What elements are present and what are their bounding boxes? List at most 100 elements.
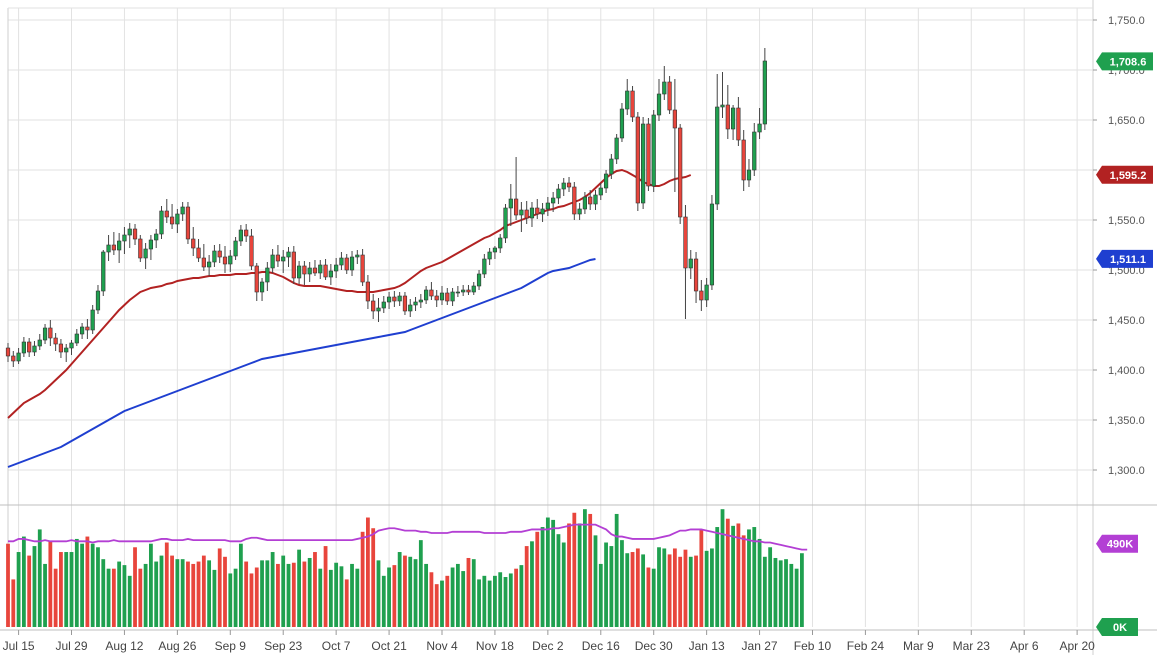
volume-bar — [641, 554, 646, 627]
y-tick-label: 1,450.0 — [1108, 315, 1145, 327]
candle-body — [720, 104, 725, 108]
candle-body — [386, 296, 392, 303]
candle-body — [58, 343, 64, 353]
candle-body — [397, 295, 402, 302]
volume-bar — [37, 529, 42, 627]
x-tick-label: Sep 9 — [215, 639, 247, 653]
x-tick-label: Mar 23 — [953, 639, 991, 653]
candle-body — [561, 182, 566, 190]
candle-body — [762, 60, 767, 125]
volume-bar — [366, 517, 370, 627]
price-axis: 1,300.0 1,350.0 1,400.0 1,450.0 1,500.0 1,550… — [1093, 15, 1145, 477]
candle-body — [32, 345, 37, 353]
candle-body — [715, 106, 720, 205]
candle-body — [238, 229, 243, 242]
candle-body — [418, 299, 423, 303]
volume-bar — [789, 563, 794, 627]
candle-body — [344, 257, 349, 271]
candle-body — [413, 301, 418, 306]
candle-body — [381, 301, 386, 309]
price-tag: 1,511.1 — [1096, 249, 1153, 268]
volume-tag-bg — [1096, 618, 1138, 636]
candle-body — [143, 248, 148, 259]
volume-bar — [604, 542, 608, 627]
candle-body — [365, 281, 371, 302]
candle-body — [588, 196, 593, 205]
volume-bar — [561, 542, 566, 627]
ma-line-blue — [7, 258, 596, 468]
volume-bar — [445, 575, 450, 627]
volume-tick-label: 0K — [1113, 622, 1127, 634]
volume-bar — [609, 546, 614, 627]
volume-bar — [545, 517, 550, 627]
volume-bar — [159, 555, 164, 627]
volume-bar — [577, 523, 582, 627]
candle-body — [228, 255, 233, 265]
y-tick-label: 1,750.0 — [1108, 15, 1145, 27]
volume-bar — [106, 568, 111, 627]
candle-body — [207, 261, 212, 268]
volume-bar — [556, 534, 561, 627]
candle-body — [746, 169, 752, 181]
candle-body — [424, 289, 429, 301]
candle-body — [635, 116, 640, 204]
candle-body — [609, 158, 614, 175]
y-tick-label: 1,650.0 — [1108, 115, 1145, 127]
volume-bar — [270, 552, 275, 627]
x-tick-label: Feb 24 — [847, 639, 885, 653]
volume-bar — [667, 554, 672, 627]
volume-bar — [149, 543, 153, 627]
candle-body — [730, 107, 736, 130]
volume-bar — [403, 555, 407, 627]
x-tick-label: Mar 9 — [903, 639, 934, 653]
volume-bar — [238, 543, 243, 627]
volume-bar — [725, 518, 730, 627]
volume-bar — [170, 555, 174, 627]
volume-bar — [122, 565, 127, 627]
price-tag: 1,595.2 — [1096, 165, 1153, 184]
volume-bar — [699, 529, 704, 627]
volume-bar — [381, 575, 386, 627]
volume-bar — [413, 559, 418, 627]
volume-bar — [688, 556, 693, 627]
volume-bar — [768, 547, 773, 627]
candle-body — [185, 206, 191, 240]
volume-bar — [493, 575, 497, 627]
candle-body — [323, 264, 328, 278]
volume-bar — [186, 561, 190, 627]
candle-body — [572, 186, 577, 215]
volume-bar — [360, 531, 365, 627]
x-tick-label: Sep 23 — [264, 639, 302, 653]
volume-bar — [392, 565, 397, 627]
volume-bar — [175, 559, 180, 627]
volume-tick-label: 490K — [1107, 539, 1133, 551]
candle-body — [392, 296, 397, 302]
volume-bar — [90, 543, 95, 627]
volume-bar — [196, 561, 201, 627]
candle-body — [180, 206, 185, 215]
candle-body — [482, 258, 487, 275]
candle-body — [614, 137, 619, 160]
volume-bar — [614, 513, 619, 627]
candle-body — [466, 289, 471, 293]
candle-body — [281, 256, 286, 262]
candle-body — [127, 228, 132, 236]
volume-bar — [43, 563, 47, 627]
volume-bar — [514, 568, 518, 627]
candle-body — [355, 254, 360, 258]
volume-bar — [424, 563, 429, 627]
candle-body — [339, 257, 344, 266]
volume-bar — [572, 512, 577, 627]
volume-bar — [201, 555, 206, 627]
volume-bar — [48, 541, 53, 627]
volume-bar — [455, 563, 460, 627]
candle-body — [291, 251, 296, 279]
volume-bar — [657, 547, 661, 627]
volume-bar — [704, 550, 709, 627]
y-tick-label: 1,400.0 — [1108, 365, 1145, 377]
volume-bar — [138, 568, 143, 627]
price-tag-label: 1,708.6 — [1110, 56, 1147, 68]
volume-bar — [212, 569, 217, 627]
x-tick-label: Dec 30 — [635, 639, 673, 653]
candle-body — [683, 216, 688, 269]
